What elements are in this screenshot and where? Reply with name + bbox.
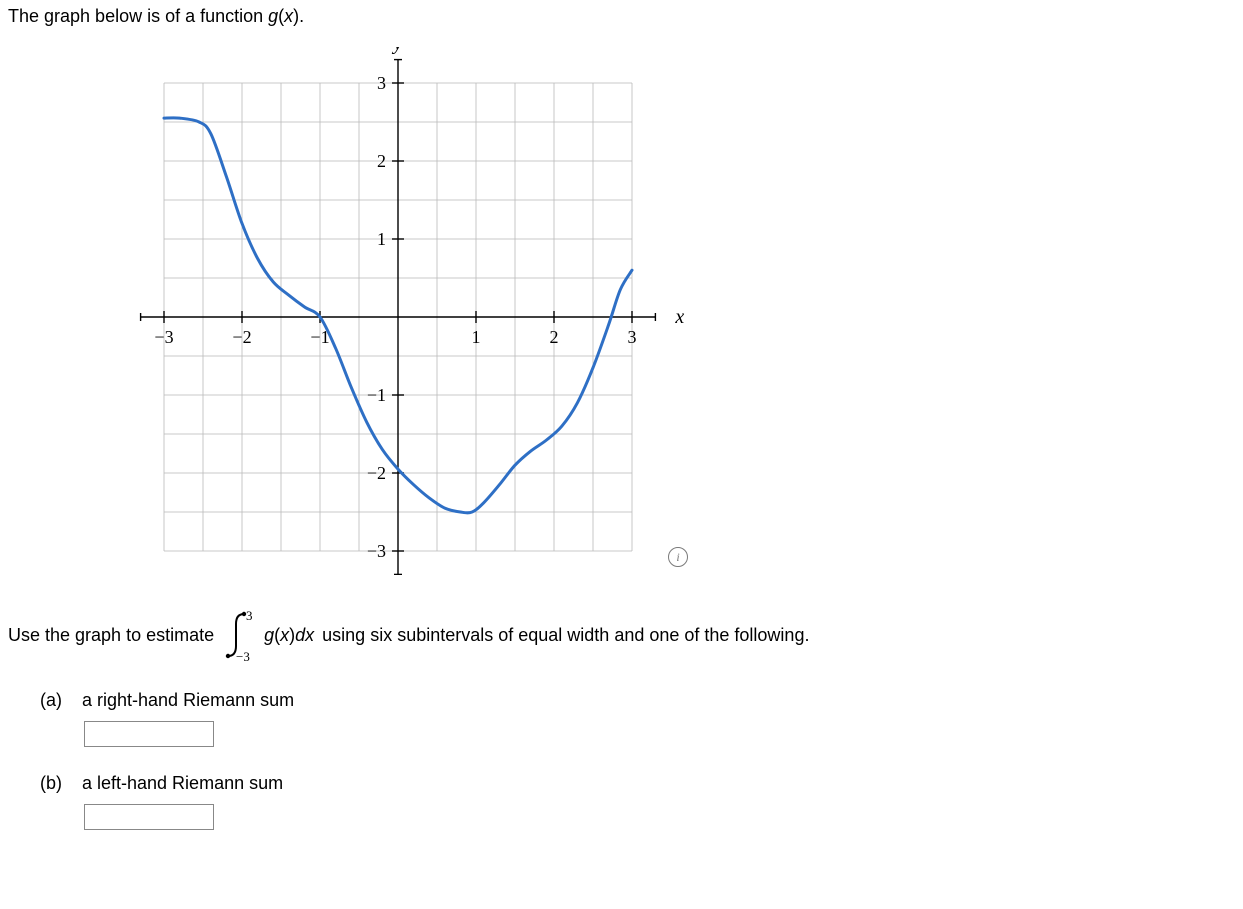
- integrand-d: d: [295, 625, 305, 646]
- svg-text:2: 2: [377, 151, 386, 171]
- part-a-input[interactable]: [84, 721, 214, 747]
- svg-text:1: 1: [377, 229, 386, 249]
- svg-text:1: 1: [472, 327, 481, 347]
- part-a: (a) a right-hand Riemann sum: [40, 690, 1235, 747]
- problem-container: The graph below is of a function g(x). −…: [0, 0, 1243, 886]
- prompt-varclose: ).: [293, 6, 304, 26]
- svg-text:2: 2: [550, 327, 559, 347]
- prompt-var: x: [284, 6, 293, 26]
- prompt-fn: g: [268, 6, 278, 26]
- prompt-pre: The graph below is of a function: [8, 6, 268, 26]
- part-a-row: (a) a right-hand Riemann sum: [40, 690, 1235, 711]
- part-b: (b) a left-hand Riemann sum: [40, 773, 1235, 830]
- integral-expression: 3−3 g(x) dx: [222, 608, 314, 662]
- svg-text:3: 3: [377, 73, 386, 93]
- part-b-input[interactable]: [84, 804, 214, 830]
- integrand-fn: g: [264, 625, 274, 646]
- instruction-text: Use the graph to estimate 3−3 g(x) dx us…: [8, 608, 1235, 662]
- svg-text:x: x: [674, 306, 684, 328]
- svg-text:3: 3: [628, 327, 637, 347]
- svg-text:−3: −3: [367, 541, 386, 561]
- info-icon-glyph: i: [676, 550, 679, 565]
- integrand-x: x: [305, 625, 314, 646]
- svg-text:−2: −2: [367, 463, 386, 483]
- instruction-pre: Use the graph to estimate: [8, 625, 214, 646]
- svg-text:3: 3: [246, 608, 253, 623]
- integrand-var: x: [280, 625, 289, 646]
- svg-text:−3: −3: [236, 649, 250, 662]
- instruction-post: using six subintervals of equal width an…: [322, 625, 809, 646]
- svg-text:−3: −3: [154, 327, 173, 347]
- part-b-label: (b): [40, 773, 68, 794]
- part-b-row: (b) a left-hand Riemann sum: [40, 773, 1235, 794]
- part-a-text: a right-hand Riemann sum: [82, 690, 294, 711]
- info-icon[interactable]: i: [668, 547, 688, 567]
- part-a-label: (a): [40, 690, 68, 711]
- svg-text:−2: −2: [232, 327, 251, 347]
- svg-text:−1: −1: [367, 385, 386, 405]
- graph-region: −3−2−1123−3−2−1123xy i: [98, 47, 1235, 580]
- function-graph: −3−2−1123−3−2−1123xy: [98, 47, 698, 575]
- integral-symbol: 3 −3: [222, 608, 264, 662]
- svg-text:y: y: [392, 47, 403, 55]
- prompt-text: The graph below is of a function g(x).: [8, 6, 1235, 27]
- part-b-text: a left-hand Riemann sum: [82, 773, 283, 794]
